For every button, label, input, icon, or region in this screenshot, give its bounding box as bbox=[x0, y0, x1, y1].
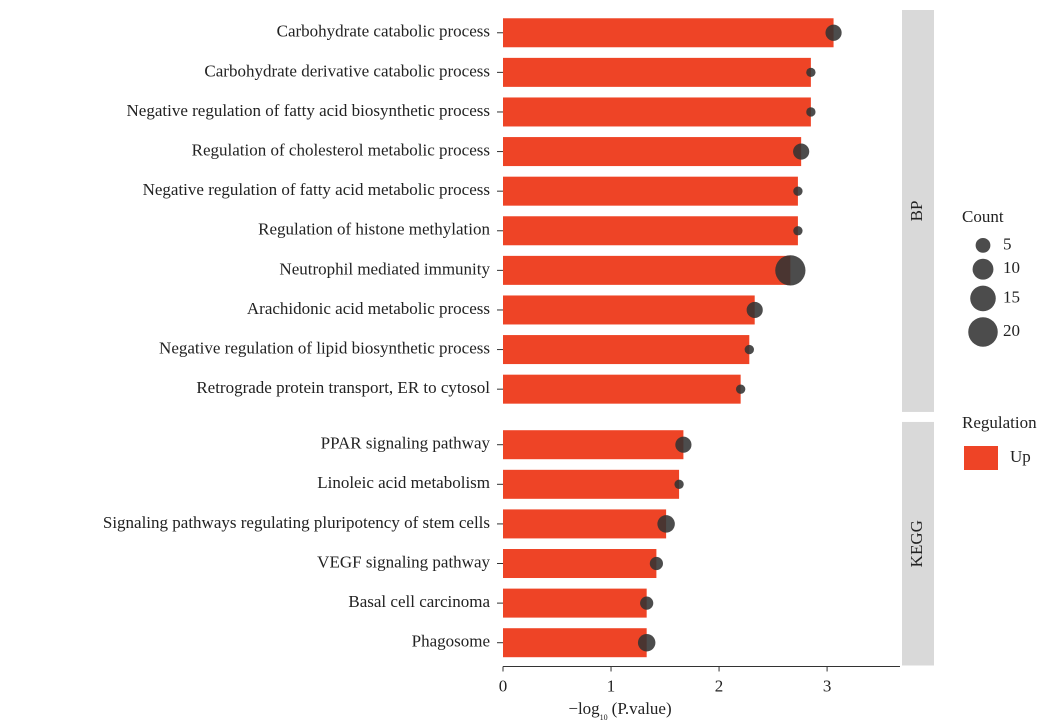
count-point bbox=[793, 226, 803, 236]
y-tick-label: Phagosome bbox=[412, 632, 490, 651]
size-legend-key bbox=[968, 317, 998, 347]
size-legend-label: 20 bbox=[1003, 321, 1020, 340]
size-legend-key bbox=[972, 258, 994, 280]
facet-strip bbox=[902, 421, 934, 666]
y-tick-label: Negative regulation of lipid biosyntheti… bbox=[159, 338, 490, 357]
bar bbox=[503, 469, 680, 499]
count-point bbox=[744, 344, 754, 355]
bar bbox=[503, 374, 741, 404]
bar bbox=[503, 216, 798, 246]
count-point bbox=[746, 301, 763, 319]
count-point bbox=[793, 186, 803, 196]
bar bbox=[503, 18, 834, 48]
y-tick-label: Regulation of cholesterol metabolic proc… bbox=[192, 140, 490, 159]
bar bbox=[503, 255, 791, 285]
y-tick-label: Linoleic acid metabolism bbox=[317, 473, 490, 492]
size-legend-key bbox=[970, 285, 996, 312]
bar bbox=[503, 57, 811, 87]
color-legend-title: Regulation bbox=[962, 413, 1037, 432]
count-point bbox=[657, 515, 675, 533]
x-tick-label: 0 bbox=[499, 676, 508, 695]
y-tick-label: Signaling pathways regulating pluripoten… bbox=[103, 513, 490, 532]
facet-label: KEGG bbox=[907, 520, 926, 567]
bar bbox=[503, 295, 755, 325]
facet-label: BP bbox=[907, 201, 926, 222]
bar bbox=[503, 137, 802, 167]
count-point bbox=[825, 24, 842, 41]
count-point bbox=[675, 436, 692, 453]
y-tick-label: Arachidonic acid metabolic process bbox=[247, 299, 490, 318]
x-tick-label: 1 bbox=[607, 676, 616, 695]
bar bbox=[503, 628, 647, 658]
count-point bbox=[640, 596, 654, 610]
count-point bbox=[806, 107, 816, 117]
count-point bbox=[806, 67, 816, 78]
y-tick-label: Regulation of histone methylation bbox=[258, 220, 490, 239]
count-point bbox=[793, 143, 810, 160]
x-axis-label-part: −log bbox=[568, 699, 600, 718]
bar bbox=[503, 97, 811, 127]
bar bbox=[503, 430, 684, 460]
size-legend-label: 15 bbox=[1003, 287, 1020, 306]
y-tick-label: VEGF signaling pathway bbox=[317, 552, 490, 571]
bar bbox=[503, 509, 667, 539]
count-point bbox=[674, 479, 684, 489]
y-tick-label: Carbohydrate catabolic process bbox=[277, 22, 490, 41]
y-tick-label: Neutrophil mediated immunity bbox=[279, 259, 490, 278]
bar bbox=[503, 549, 657, 579]
size-legend-label: 10 bbox=[1003, 258, 1020, 277]
x-axis-label: −log10 (P.value) bbox=[568, 699, 671, 722]
color-legend-label: Up bbox=[1010, 447, 1031, 466]
color-legend-key bbox=[964, 446, 998, 470]
bar bbox=[503, 588, 647, 618]
x-tick-label: 2 bbox=[715, 676, 724, 695]
count-point bbox=[735, 384, 746, 394]
y-tick-label: Negative regulation of fatty acid metabo… bbox=[143, 180, 490, 199]
y-tick-label: Carbohydrate derivative catabolic proces… bbox=[204, 61, 490, 80]
bar bbox=[503, 335, 750, 365]
facet-strip bbox=[902, 10, 934, 412]
y-tick-label: Retrograde protein transport, ER to cyto… bbox=[196, 378, 490, 397]
x-tick-label: 3 bbox=[823, 676, 832, 695]
size-legend-label: 5 bbox=[1003, 234, 1012, 253]
y-tick-label: Basal cell carcinoma bbox=[348, 592, 490, 611]
bar bbox=[503, 176, 798, 206]
x-axis-label-part: 10 bbox=[600, 713, 608, 722]
count-point bbox=[649, 556, 663, 571]
size-legend-title: Count bbox=[962, 207, 1004, 226]
count-point bbox=[637, 633, 656, 652]
size-legend-key bbox=[975, 238, 991, 253]
count-point bbox=[775, 255, 806, 286]
x-axis-label-part: (P.value) bbox=[612, 699, 672, 718]
y-tick-label: Negative regulation of fatty acid biosyn… bbox=[127, 101, 491, 120]
y-tick-label: PPAR signaling pathway bbox=[321, 434, 491, 453]
